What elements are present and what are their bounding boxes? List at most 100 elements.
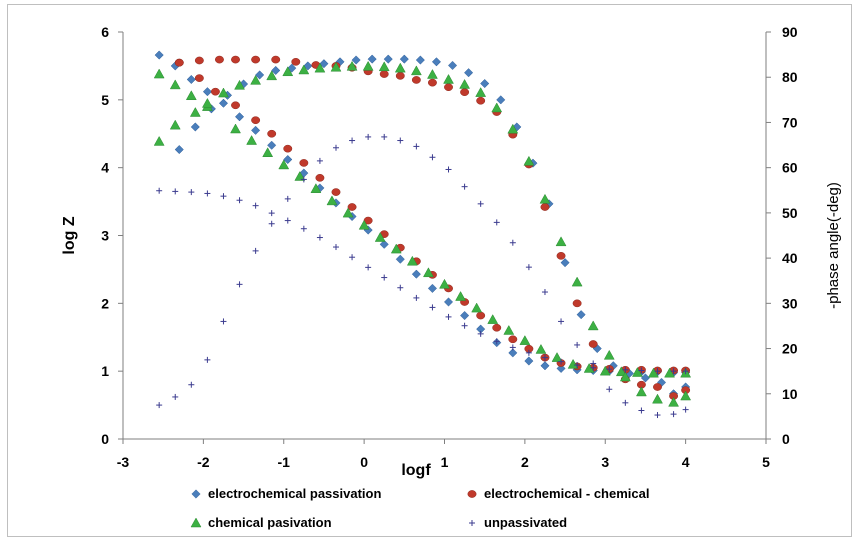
unpassivated-logz-point: [654, 368, 661, 375]
electrochemical-passivation-logz-point: [218, 98, 229, 108]
chemical-pasivation-logz-point: [262, 147, 274, 157]
electrochemical-chemical-phase-point: [460, 88, 470, 96]
electrochemical-passivation-logz-point: [556, 363, 566, 374]
unpassivated-logz-point: [574, 362, 581, 369]
chemical-pasivation-phase-point: [410, 65, 422, 76]
electrochemical-chemical-logz-point: [251, 116, 261, 125]
electrochemical-chemical-phase-point: [291, 57, 301, 66]
unpassivated-logz-point: [284, 217, 291, 224]
unpassivated-logz-point: [525, 349, 532, 356]
x-tick-label: 3: [601, 454, 609, 470]
chemical-pasivation-logz-point: [246, 135, 258, 145]
chemical-pasivation-logz-point: [615, 366, 627, 377]
unpassivated-phase-point: [654, 412, 661, 419]
chemical-pasivation-logz-point: [487, 314, 499, 324]
y2-tick-label: 90: [782, 24, 798, 40]
electrochemical-chemical-phase-point: [215, 55, 224, 64]
unpassivated-phase-point: [622, 399, 629, 406]
electrochemical-passivation-logz-point: [234, 112, 245, 122]
unpassivated-logz-point: [316, 234, 323, 241]
electrochemical-passivation-phase-point: [496, 95, 506, 105]
electrochemical-chemical-logz-point: [231, 101, 240, 110]
unpassivated-logz-point: [429, 304, 436, 311]
chemical-pasivation-logz-point: [230, 123, 241, 134]
unpassivated-logz-point: [477, 330, 484, 337]
unpassivated-phase-point: [156, 402, 163, 409]
unpassivated-phase-point: [268, 220, 275, 227]
electrochemical-passivation-phase-point: [351, 55, 361, 65]
chemical-pasivation-phase-point: [668, 396, 679, 407]
electrochemical-chemical-phase-point: [194, 56, 204, 65]
unpassivated-phase-point: [461, 183, 468, 190]
chemical-pasivation-logz-point: [169, 79, 181, 90]
unpassivated-phase-point: [445, 166, 452, 173]
y-tick-label: 3: [101, 228, 109, 244]
chemical-pasivation-phase-point: [523, 155, 535, 166]
y2-tick-label: 50: [782, 205, 798, 221]
unpassivated-phase-point: [413, 143, 420, 150]
chemical-pasivation-phase-point: [619, 371, 631, 382]
chemical-pasivation-phase-point: [652, 393, 663, 404]
chemical-pasivation-logz-point: [153, 68, 165, 79]
chemical-pasivation-logz-point: [535, 343, 547, 354]
unpassivated-phase-point: [638, 407, 645, 414]
unpassivated-phase-point: [220, 318, 227, 325]
unpassivated-logz-point: [332, 244, 339, 251]
electrochemical-chemical-phase-point: [540, 203, 550, 211]
electrochemical-passivation-phase-point: [383, 54, 393, 64]
chemical-pasivation-phase-point: [298, 64, 310, 75]
unpassivated-logz-point: [509, 344, 516, 351]
electrochemical-chemical-logz-point: [476, 311, 486, 320]
y2-tick-label: 20: [782, 341, 798, 357]
electrochemical-passivation-phase-point: [560, 258, 570, 268]
chemical-pasivation-logz-point: [664, 367, 675, 378]
electrochemical-passivation-phase-point: [255, 70, 265, 80]
electrochemical-passivation-phase-point: [190, 122, 200, 132]
chemical-pasivation-phase-point: [250, 74, 262, 85]
unpassivated-phase-point: [670, 411, 677, 418]
x-tick-label: 0: [360, 454, 368, 470]
chemical-pasivation-logz-point: [390, 243, 402, 254]
electrochemical-chemical-logz-point: [508, 335, 518, 344]
chemical-pasivation-phase-point: [378, 61, 390, 72]
unpassivated-phase-point: [558, 318, 565, 325]
y-tick-label: 2: [101, 295, 109, 311]
y2-tick-label: 30: [782, 295, 798, 311]
electrochemical-passivation-logz-point: [267, 140, 277, 150]
chemical-pasivation-logz-point: [342, 207, 354, 218]
electrochemical-chemical-phase-point: [174, 58, 184, 67]
chemical-pasivation-phase-point: [459, 78, 471, 89]
x-tick-label: 4: [682, 454, 690, 470]
chemical-pasivation-phase-point: [443, 73, 454, 84]
chemical-pasivation-phase-point: [201, 97, 213, 108]
y2-tick-label: 40: [782, 250, 798, 266]
unpassivated-phase-point: [541, 289, 548, 296]
unpassivated-logz-point: [204, 190, 211, 197]
electrochemical-passivation-phase-point: [464, 68, 474, 78]
chemical-pasivation-phase-point: [169, 119, 181, 130]
chemical-pasivation-logz-point: [278, 159, 290, 170]
chemical-pasivation-logz-point: [631, 367, 643, 377]
unpassivated-logz-point: [252, 202, 259, 209]
unpassivated-phase-point: [682, 406, 689, 413]
electrochemical-passivation-logz-point: [508, 348, 518, 358]
unpassivated-phase-point: [284, 195, 291, 202]
x-tick-label: 2: [521, 454, 529, 470]
y-tick-label: 6: [101, 24, 109, 40]
unpassivated-phase-point: [204, 356, 211, 363]
y2-tick-label: 80: [782, 69, 798, 85]
electrochemical-chemical-logz-point: [315, 173, 325, 182]
chemical-pasivation-phase-point: [427, 68, 438, 79]
chemical-pasivation-phase-point: [282, 66, 294, 77]
chemical-pasivation-logz-point: [599, 365, 611, 376]
chemical-pasivation-phase-point: [603, 349, 615, 360]
chemical-pasivation-logz-point: [471, 302, 483, 313]
legend-label-electrochemical-chemical: electrochemical - chemical: [484, 486, 649, 501]
x-tick-label: -1: [278, 454, 291, 470]
unpassivated-logz-point: [381, 274, 388, 281]
electrochemical-passivation-phase-point: [447, 60, 458, 71]
chemical-pasivation-logz-point: [294, 170, 306, 181]
chemical-pasivation-phase-point: [491, 102, 503, 113]
unpassivated-phase-point: [365, 133, 372, 140]
electrochemical-chemical-phase-point: [588, 340, 598, 348]
